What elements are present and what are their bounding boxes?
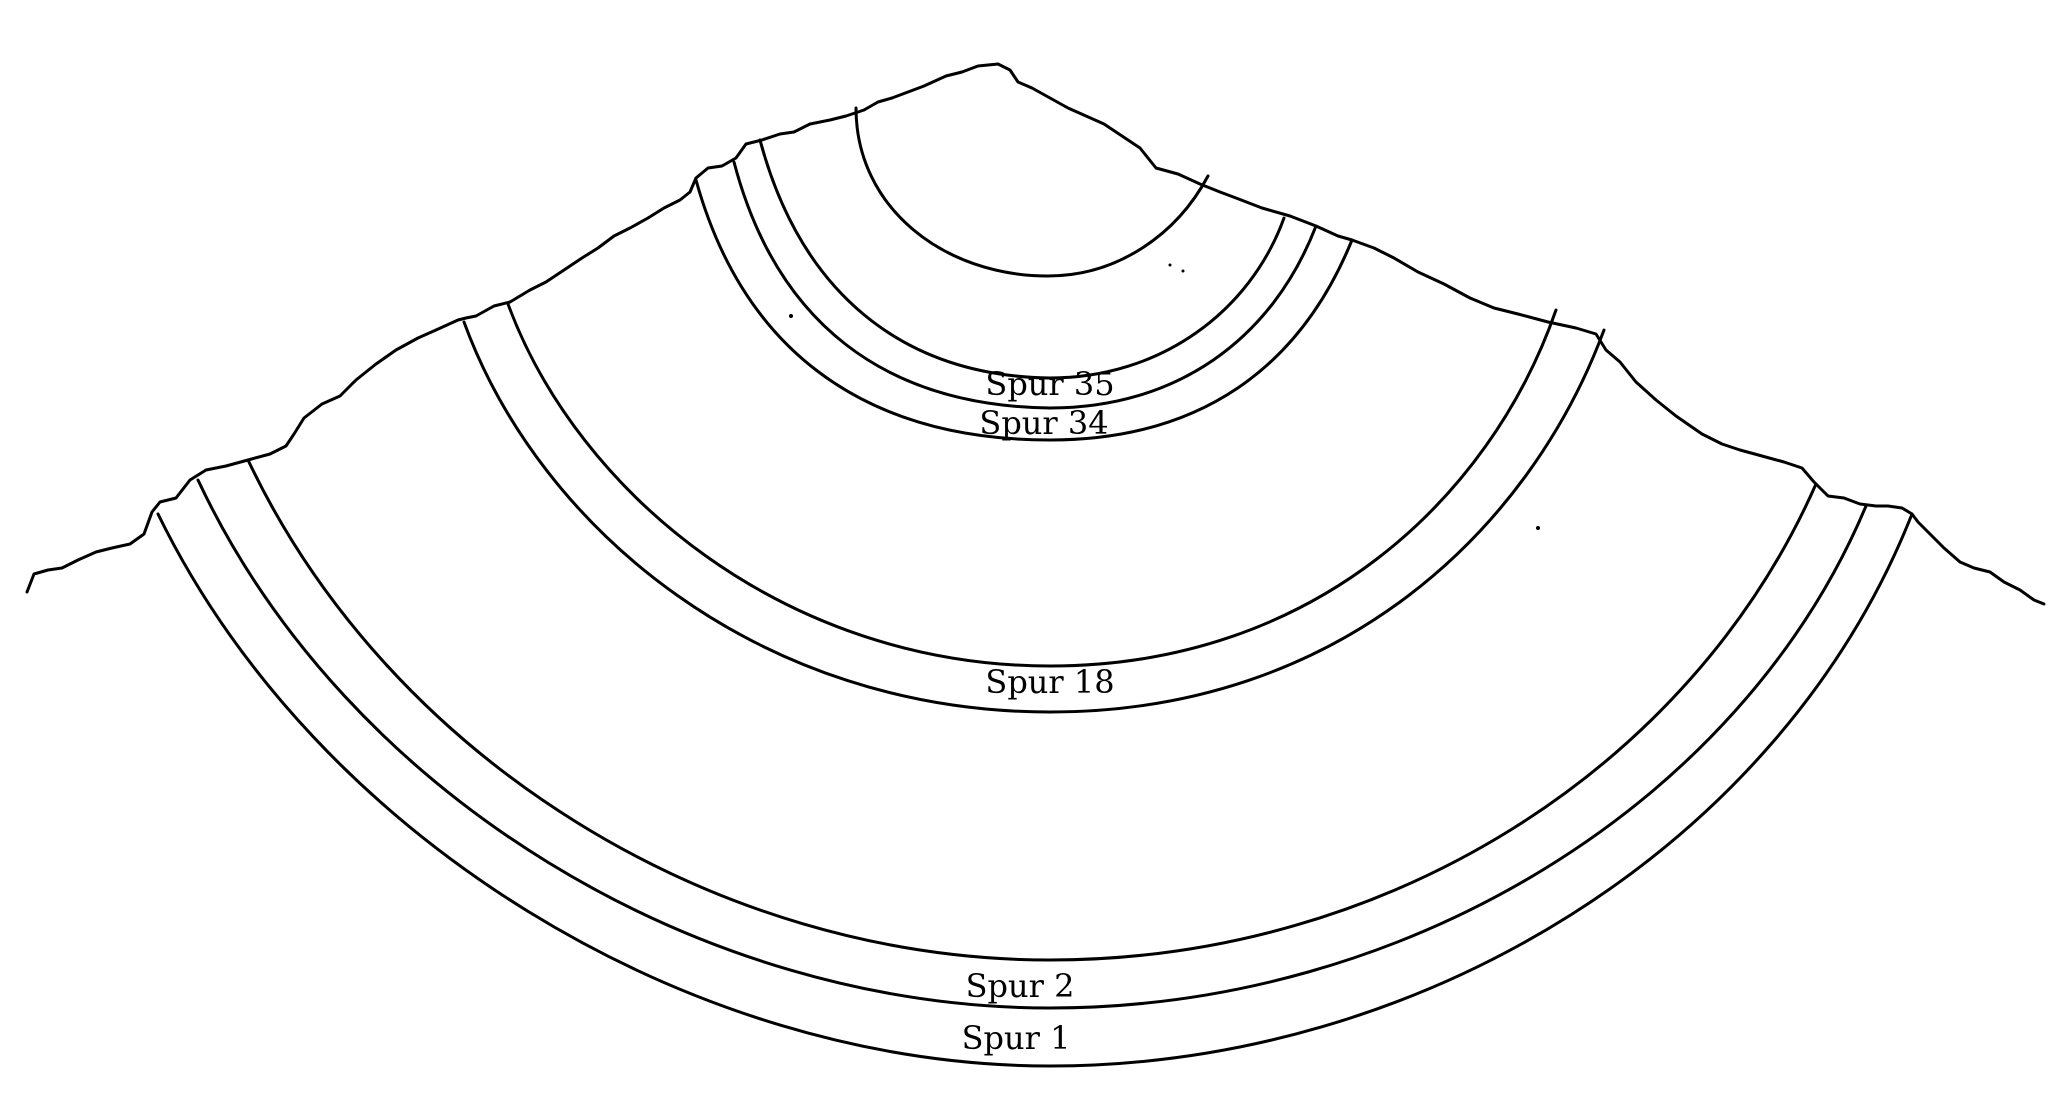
- spur-34-outer-arc: [694, 178, 1354, 442]
- spur-35-inner-arc: [854, 106, 1210, 278]
- spur-34-arc: [732, 160, 1318, 410]
- spur-35-arc: [758, 138, 1286, 380]
- scan-speck: [1168, 263, 1172, 267]
- spur-18-label: Spur 18: [985, 663, 1114, 701]
- hill-profile: [25, 62, 2046, 606]
- scan-speck: [789, 314, 793, 318]
- scan-speck: [1181, 269, 1185, 273]
- spur-1-label: Spur 1: [962, 1019, 1071, 1057]
- scan-speck: [1536, 526, 1540, 530]
- spur-34-label: Spur 34: [979, 404, 1108, 442]
- spur-35-label: Spur 35: [985, 365, 1114, 403]
- spur-18-outer-arc: [462, 320, 1606, 714]
- spur-2-outer-arc: [196, 478, 1868, 1010]
- spur-18-inner-arc: [506, 302, 1558, 668]
- spur-1-outer-arc: [156, 512, 1914, 1068]
- spur-2-label: Spur 2: [966, 967, 1075, 1005]
- spur-2-inner-arc: [246, 458, 1818, 962]
